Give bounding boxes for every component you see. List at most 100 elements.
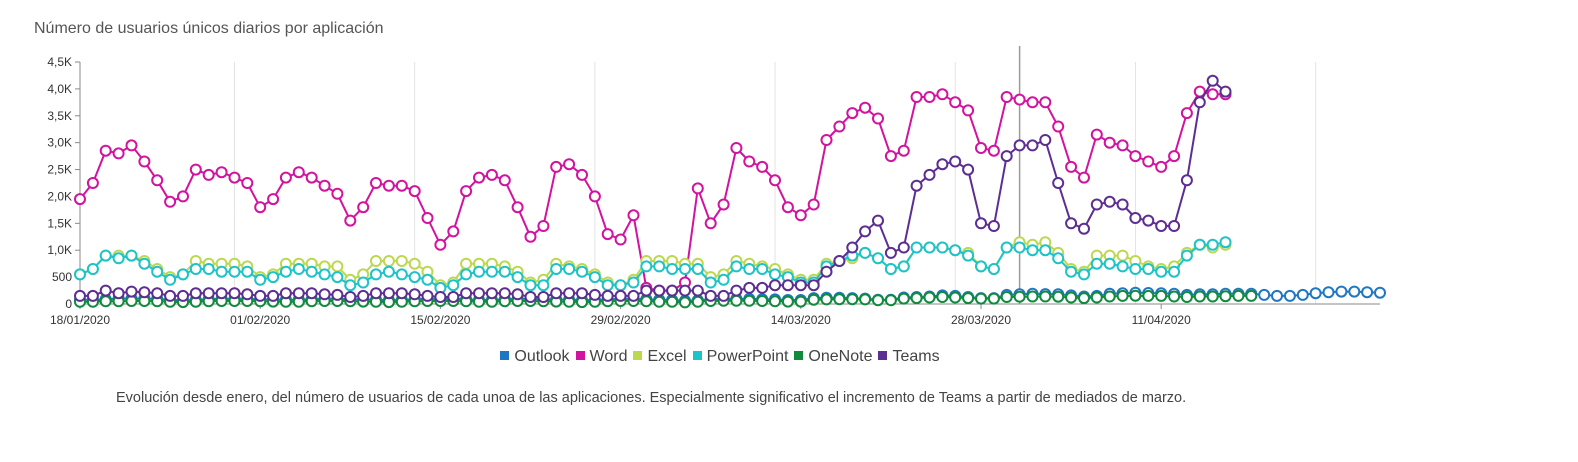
data-point-onenote[interactable] — [756, 295, 769, 307]
data-point-powerpoint[interactable] — [125, 249, 138, 262]
data-point-powerpoint[interactable] — [305, 265, 318, 278]
data-point-onenote[interactable] — [1078, 292, 1090, 305]
data-point-onenote[interactable] — [99, 295, 112, 308]
data-point-teams[interactable] — [1142, 214, 1155, 227]
data-point-powerpoint[interactable] — [74, 268, 86, 281]
data-point-onenote[interactable] — [1090, 291, 1103, 304]
data-point-word[interactable] — [1090, 128, 1103, 141]
data-point-word[interactable] — [1039, 96, 1052, 109]
data-point-teams[interactable] — [86, 289, 99, 302]
data-point-word[interactable] — [1052, 120, 1065, 133]
data-point-word[interactable] — [370, 177, 382, 189]
data-point-teams[interactable] — [189, 287, 202, 300]
data-point-onenote[interactable] — [1245, 289, 1258, 302]
data-point-onenote[interactable] — [872, 294, 884, 307]
data-point-teams[interactable] — [125, 285, 138, 298]
data-point-word[interactable] — [704, 217, 717, 230]
data-point-word[interactable] — [1065, 160, 1078, 173]
data-point-onenote[interactable] — [679, 296, 691, 309]
data-point-onenote[interactable] — [1232, 289, 1245, 302]
data-point-powerpoint[interactable] — [164, 273, 177, 286]
data-point-word[interactable] — [833, 120, 846, 133]
data-point-powerpoint[interactable] — [498, 265, 511, 278]
data-point-word[interactable] — [74, 193, 86, 206]
data-point-teams[interactable] — [640, 284, 653, 297]
data-point-word[interactable] — [563, 158, 576, 171]
data-point-word[interactable] — [614, 233, 627, 246]
data-point-teams[interactable] — [730, 284, 743, 297]
data-point-word[interactable] — [859, 101, 872, 114]
data-point-teams[interactable] — [1000, 150, 1013, 163]
data-point-powerpoint[interactable] — [691, 263, 704, 275]
data-point-teams[interactable] — [370, 287, 382, 300]
data-point-word[interactable] — [99, 144, 112, 157]
data-point-teams[interactable] — [1103, 195, 1116, 208]
data-point-teams[interactable] — [151, 287, 164, 300]
data-point-word[interactable] — [473, 171, 485, 184]
data-point-powerpoint[interactable] — [524, 279, 537, 292]
data-point-word[interactable] — [318, 179, 331, 192]
data-point-word[interactable] — [691, 182, 704, 195]
data-point-teams[interactable] — [691, 284, 704, 297]
data-point-onenote[interactable] — [936, 291, 949, 303]
data-point-outlook[interactable] — [1374, 286, 1386, 299]
data-point-word[interactable] — [730, 142, 743, 154]
data-point-teams[interactable] — [267, 289, 280, 302]
data-point-onenote[interactable] — [1000, 291, 1013, 303]
data-point-powerpoint[interactable] — [537, 279, 550, 292]
data-point-excel[interactable] — [331, 260, 344, 273]
data-point-teams[interactable] — [910, 179, 923, 192]
data-point-outlook[interactable] — [1296, 288, 1309, 301]
data-point-onenote[interactable] — [1206, 290, 1219, 303]
data-point-onenote[interactable] — [653, 295, 666, 308]
data-point-teams[interactable] — [357, 289, 370, 302]
data-point-powerpoint[interactable] — [331, 271, 344, 284]
data-point-teams[interactable] — [717, 289, 730, 302]
data-point-word[interactable] — [807, 198, 820, 211]
data-point-teams[interactable] — [563, 287, 576, 300]
data-point-word[interactable] — [125, 139, 138, 152]
data-point-word[interactable] — [138, 155, 151, 168]
data-point-teams[interactable] — [485, 287, 498, 300]
data-point-onenote[interactable] — [1026, 290, 1039, 303]
data-point-teams[interactable] — [292, 287, 305, 300]
data-point-word[interactable] — [987, 144, 1000, 157]
data-point-powerpoint[interactable] — [859, 246, 872, 259]
data-point-word[interactable] — [202, 168, 215, 181]
data-point-powerpoint[interactable] — [1193, 238, 1206, 251]
data-point-outlook[interactable] — [1258, 288, 1271, 301]
data-point-teams[interactable] — [923, 168, 936, 181]
data-point-powerpoint[interactable] — [588, 271, 601, 284]
data-point-powerpoint[interactable] — [910, 241, 923, 254]
data-point-onenote[interactable] — [820, 293, 833, 306]
data-point-powerpoint[interactable] — [279, 265, 292, 278]
data-point-word[interactable] — [215, 166, 228, 179]
data-point-powerpoint[interactable] — [382, 265, 395, 278]
data-point-onenote[interactable] — [833, 293, 846, 306]
data-point-outlook[interactable] — [1361, 286, 1374, 299]
data-point-word[interactable] — [421, 212, 434, 224]
data-point-excel[interactable] — [1116, 249, 1129, 262]
data-point-powerpoint[interactable] — [1103, 257, 1116, 270]
data-point-onenote[interactable] — [1039, 290, 1052, 303]
data-point-word[interactable] — [228, 171, 241, 184]
data-point-onenote[interactable] — [949, 291, 962, 304]
data-point-powerpoint[interactable] — [679, 263, 691, 275]
data-point-powerpoint[interactable] — [370, 268, 382, 281]
data-point-word[interactable] — [1078, 171, 1090, 184]
data-point-teams[interactable] — [756, 281, 769, 294]
data-point-word[interactable] — [949, 96, 962, 109]
data-point-word[interactable] — [576, 168, 588, 181]
data-point-word[interactable] — [1129, 150, 1142, 163]
legend-item-outlook[interactable]: Outlook — [500, 348, 570, 366]
data-point-powerpoint[interactable] — [769, 268, 781, 281]
legend-item-word[interactable]: Word — [575, 348, 627, 366]
data-point-powerpoint[interactable] — [975, 260, 987, 273]
data-point-teams[interactable] — [164, 289, 177, 302]
data-point-word[interactable] — [434, 238, 447, 251]
data-point-teams[interactable] — [653, 284, 666, 297]
data-point-teams[interactable] — [1052, 177, 1065, 189]
data-point-powerpoint[interactable] — [1219, 236, 1232, 249]
data-point-word[interactable] — [511, 201, 524, 214]
data-point-teams[interactable] — [936, 158, 949, 171]
